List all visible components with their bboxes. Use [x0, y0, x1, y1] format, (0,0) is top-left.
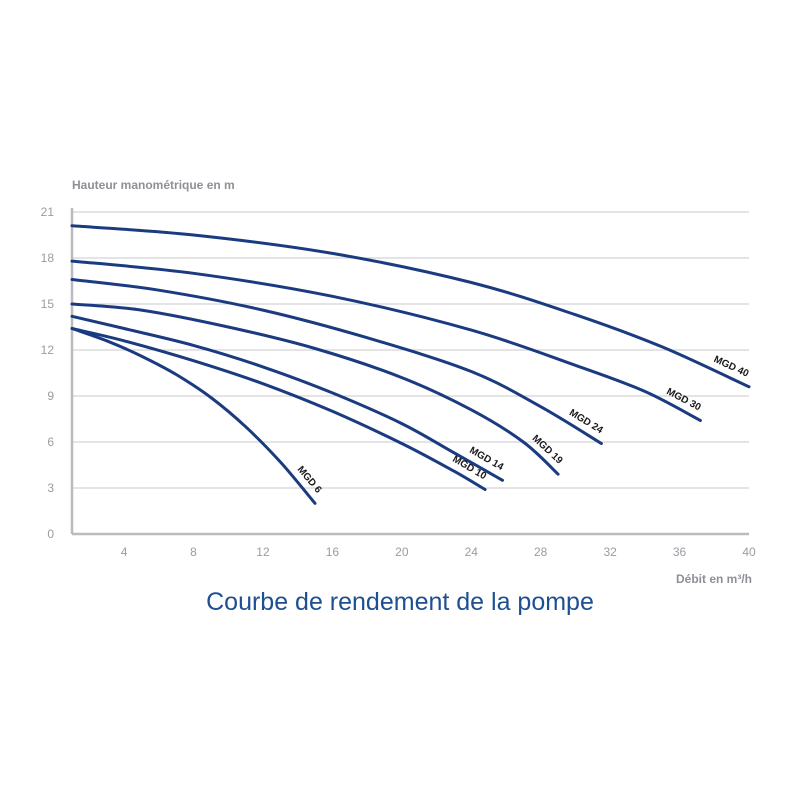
x-tick-label: 20	[395, 545, 409, 559]
grid-lines	[72, 211, 749, 489]
y-axis-label: Hauteur manométrique en m	[72, 178, 235, 192]
series-line-mgd-40	[70, 224, 751, 389]
series-label-mgd-24: MGD 24	[567, 407, 605, 436]
y-tick-label: 0	[47, 527, 54, 541]
y-tick-label: 3	[47, 481, 54, 495]
y-tick-label: 12	[41, 343, 55, 357]
x-tick-label: 8	[190, 545, 197, 559]
y-tick-label: 6	[47, 435, 54, 449]
y-tick-label: 15	[41, 297, 55, 311]
x-tick-label: 24	[465, 545, 479, 559]
series-line-mgd-30	[70, 259, 702, 422]
x-tick-label: 12	[256, 545, 270, 559]
series-label-mgd-40: MGD 40	[712, 354, 751, 380]
y-tick-label: 9	[47, 389, 54, 403]
x-tick-label: 16	[326, 545, 340, 559]
axes	[70, 208, 749, 536]
series-label-mgd-30: MGD 30	[664, 386, 702, 413]
series-line-mgd-10	[70, 327, 487, 491]
x-tick-label: 32	[603, 545, 617, 559]
series-line-mgd-24	[70, 278, 603, 445]
series-line-mgd-14	[70, 314, 504, 482]
x-tick-label: 28	[534, 545, 548, 559]
series-curves	[70, 224, 751, 505]
chart-caption: Courbe de rendement de la pompe	[206, 588, 594, 616]
x-tick-label: 40	[742, 545, 756, 559]
x-tick-label: 4	[121, 545, 128, 559]
x-tick-label: 36	[673, 545, 687, 559]
y-tick-label: 18	[41, 251, 55, 265]
x-axis-label: Débit en m³/h	[676, 572, 752, 586]
y-tick-label: 21	[41, 205, 55, 219]
series-label-mgd-6: MGD 6	[295, 464, 324, 496]
series-line-mgd-6	[70, 327, 317, 505]
series-line-mgd-19	[70, 302, 560, 476]
